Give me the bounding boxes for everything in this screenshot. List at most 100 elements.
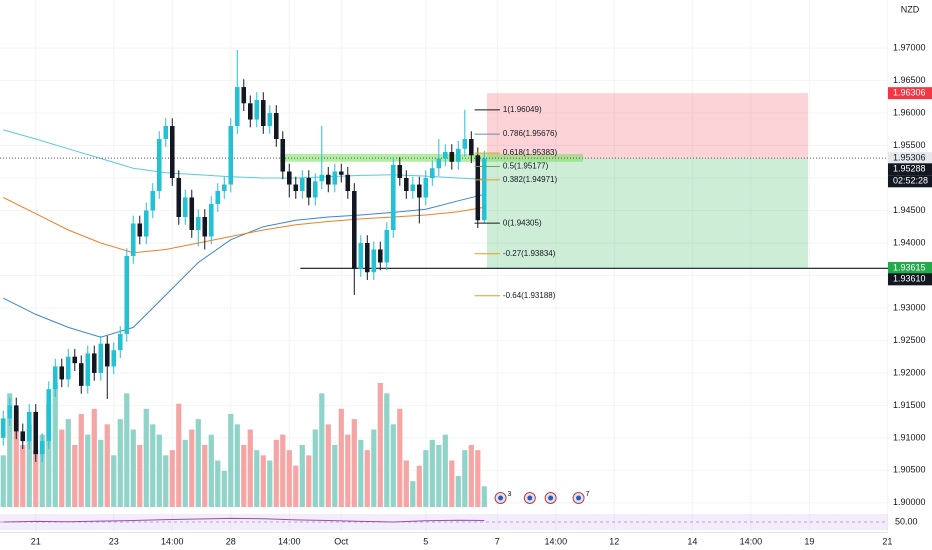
volume-bar — [351, 419, 357, 507]
volume-bar — [72, 445, 78, 507]
volume-bar — [137, 445, 143, 507]
volume-bar — [208, 434, 214, 507]
candle-body — [410, 184, 416, 192]
volume-bar — [241, 445, 247, 507]
candle-body — [26, 411, 32, 442]
volume-bar — [410, 481, 416, 507]
volume-bar — [150, 424, 156, 507]
event-flag — [527, 495, 533, 501]
price-tag-label: 1.95288 — [893, 164, 926, 174]
event-flag — [498, 495, 504, 501]
candle-body — [345, 174, 351, 192]
candle-body — [13, 405, 19, 432]
x-tick-label: 7 — [495, 536, 500, 546]
candle-body — [91, 353, 97, 373]
volume-bar — [286, 450, 292, 507]
volume-bar — [33, 450, 39, 507]
candle-body — [475, 155, 481, 221]
candle-body — [319, 174, 325, 182]
volume-bar — [215, 460, 221, 507]
candle-body — [143, 210, 149, 237]
y-tick-label: 1.97000 — [893, 42, 926, 52]
volume-bar — [247, 429, 253, 507]
volume-bar — [65, 419, 71, 507]
currency-label: NZD — [901, 4, 920, 14]
volume-bar — [130, 429, 136, 507]
y-tick-label: 1.91000 — [893, 432, 926, 442]
volume-bar — [59, 429, 65, 507]
candle-body — [443, 152, 448, 159]
candle-body — [78, 363, 84, 386]
volume-bar — [202, 445, 208, 507]
volume-bar — [111, 455, 117, 507]
countdown: 02:52:28 — [893, 176, 928, 186]
y-tick-label: 1.91500 — [893, 400, 926, 410]
volume-bar — [442, 434, 448, 507]
y-tick-label: 1.93000 — [893, 302, 926, 312]
target-zone — [486, 93, 809, 159]
candle-body — [332, 171, 338, 185]
volume-bar — [384, 393, 390, 507]
rsi-tick-label: 50.00 — [895, 516, 918, 526]
candle-body — [202, 216, 208, 237]
volume-bar — [85, 434, 91, 507]
candle-body — [358, 242, 364, 269]
volume-bar — [397, 408, 403, 507]
candle-body — [228, 126, 234, 185]
volume-bar — [481, 486, 487, 507]
volume-bar — [280, 434, 286, 507]
x-tick-label: 5 — [423, 536, 428, 546]
y-tick-label: 1.94000 — [893, 237, 926, 247]
candle-body — [306, 178, 312, 198]
volume-bar — [91, 408, 97, 507]
price-tag-label: 1.93615 — [893, 262, 926, 272]
price-tag — [888, 261, 932, 274]
volume-bar — [423, 450, 429, 507]
volume-bar — [338, 408, 344, 507]
x-tick-label: Oct — [334, 536, 349, 546]
volume-bar — [475, 450, 481, 507]
volume-bar — [403, 460, 409, 507]
price-tag-label: 1.93610 — [893, 274, 926, 284]
volume-bar — [436, 445, 442, 507]
candle-body — [156, 139, 162, 192]
candle-body — [280, 139, 286, 172]
volume-bar — [462, 450, 468, 507]
fib-label: -0.64(1.93188) — [503, 291, 556, 300]
event-flag — [576, 495, 582, 501]
countdown-box — [888, 175, 932, 188]
volume-bar — [7, 393, 13, 507]
candle-body — [137, 223, 143, 237]
candle-body — [20, 431, 26, 442]
volume-bar — [20, 445, 26, 507]
candle-body — [150, 191, 156, 211]
y-tick-label: 1.95500 — [893, 140, 926, 150]
volume-bar — [332, 445, 338, 507]
candle-body — [274, 113, 279, 140]
volume-bar — [319, 393, 325, 507]
volume-bar — [221, 470, 227, 507]
x-tick-label: 21 — [882, 536, 892, 546]
x-tick-label: 14 — [687, 536, 697, 546]
x-tick-label: 14:00 — [278, 536, 301, 546]
y-tick-label: 1.94500 — [893, 205, 926, 215]
volume-bar — [267, 460, 273, 507]
candle-body — [371, 249, 377, 273]
fib-label: 0.382(1.94971) — [503, 175, 558, 184]
price-tag-label: 1.95306 — [893, 153, 926, 163]
candle-body — [254, 100, 260, 120]
x-tick-label: 12 — [609, 536, 619, 546]
volume-bar — [455, 476, 461, 507]
candle-body — [163, 126, 169, 140]
candle-body — [195, 216, 201, 230]
candle-body — [130, 223, 136, 256]
fib-label: -0.27(1.93834) — [503, 249, 556, 258]
candle-body — [33, 411, 39, 455]
candle-body — [208, 204, 214, 237]
candle-body — [287, 171, 292, 185]
volume-bar — [260, 455, 266, 507]
candle-body — [176, 178, 182, 217]
volume-bar — [416, 465, 422, 507]
event-flag — [548, 495, 554, 501]
volume-bar — [273, 439, 279, 507]
